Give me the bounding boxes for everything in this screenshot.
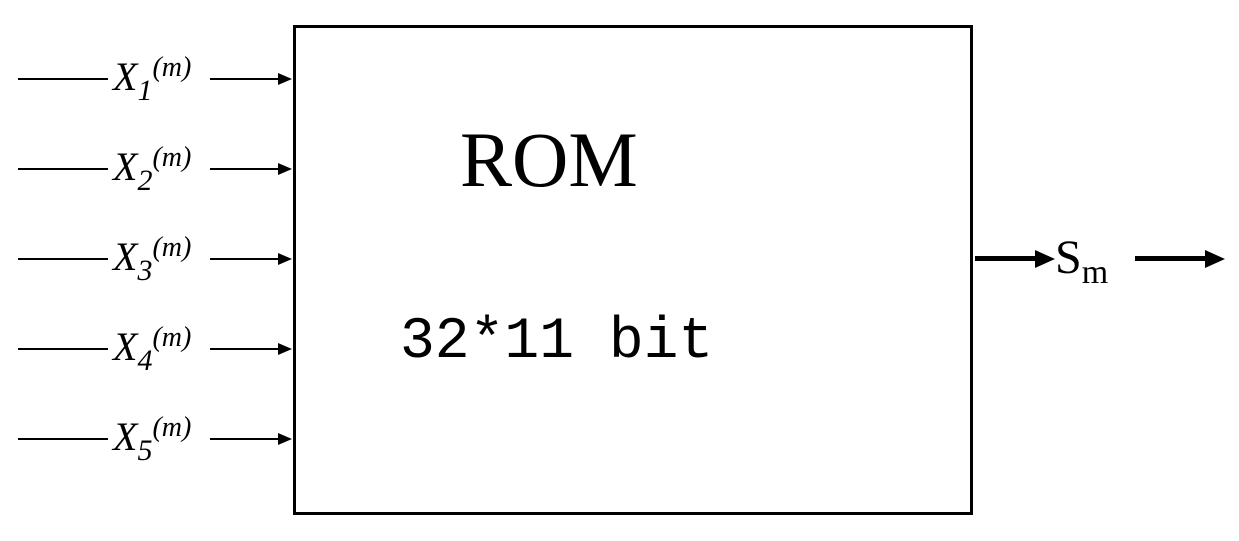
input-2-label: X2(m) [113, 143, 191, 190]
input-3-super: (m) [152, 232, 191, 263]
output-line-left [975, 256, 1040, 261]
input-1-base: X [113, 54, 137, 99]
input-5-base: X [113, 414, 137, 459]
output-line-right [1135, 256, 1210, 261]
input-3-base: X [113, 234, 137, 279]
input-4-arrow [278, 343, 292, 355]
input-2-arrow [278, 163, 292, 175]
input-4-super: (m) [152, 322, 191, 353]
rom-title: ROM [460, 115, 638, 205]
input-4-line-right [210, 348, 278, 350]
input-3-arrow [278, 253, 292, 265]
input-5-line-left [18, 438, 108, 440]
input-4-base: X [113, 324, 137, 369]
input-3-sub: 3 [137, 254, 152, 287]
input-1-label: X1(m) [113, 53, 191, 100]
input-5-super: (m) [152, 412, 191, 443]
input-1-line-right [210, 78, 278, 80]
input-4-line-left [18, 348, 108, 350]
rom-subtitle: 32*11 bit [400, 310, 713, 375]
input-2-base: X [113, 144, 137, 189]
rom-block [293, 25, 973, 515]
input-1-arrow [278, 73, 292, 85]
input-3-label: X3(m) [113, 233, 191, 280]
input-1-line-left [18, 78, 108, 80]
input-2-line-right [210, 168, 278, 170]
input-1-sub: 1 [137, 74, 152, 107]
input-3-line-right [210, 258, 278, 260]
input-2-line-left [18, 168, 108, 170]
input-4-label: X4(m) [113, 323, 191, 370]
output-base: S [1055, 231, 1082, 284]
output-arrow-left [1035, 250, 1055, 268]
input-1-super: (m) [152, 52, 191, 83]
input-2-super: (m) [152, 142, 191, 173]
output-sub: m [1082, 254, 1108, 291]
output-arrow-right [1205, 250, 1225, 268]
input-5-line-right [210, 438, 278, 440]
input-5-label: X5(m) [113, 413, 191, 460]
input-5-sub: 5 [137, 434, 152, 467]
input-5-arrow [278, 433, 292, 445]
input-2-sub: 2 [137, 164, 152, 197]
output-label: Sm [1055, 230, 1108, 285]
input-4-sub: 4 [137, 344, 152, 377]
input-3-line-left [18, 258, 108, 260]
